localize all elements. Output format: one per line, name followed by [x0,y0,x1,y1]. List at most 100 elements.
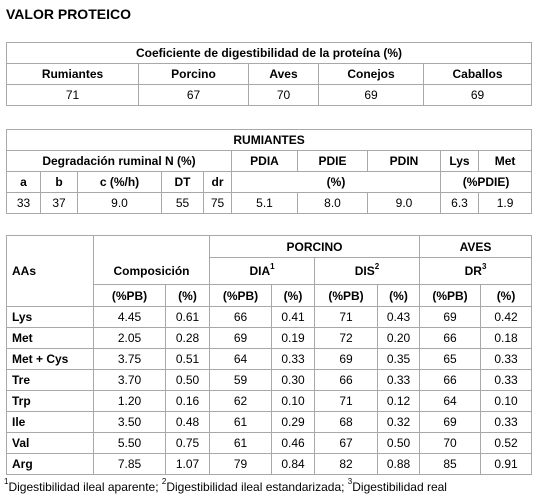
unit-pb: (%PB) [93,284,166,307]
sub-dt: DT [161,171,204,193]
aa-value: 0.29 [271,411,315,433]
aa-value: 70 [419,432,482,454]
value-met: 1.9 [477,192,533,214]
aa-value: 69 [419,411,482,433]
value-conejos: 69 [318,84,424,106]
aa-value: 0.19 [271,327,315,349]
aa-name: Val [6,432,94,454]
aa-name: Tre [6,369,94,391]
aa-value: 61 [209,432,272,454]
aa-value: 85 [419,453,482,475]
aa-value: 71 [314,306,378,328]
species-values-row: 71 67 70 69 69 [6,84,533,106]
aa-value: 0.84 [271,453,315,475]
rumiantes-subheader-row: a b c (%/h) DT dr (%) (%PDIE) [6,171,533,193]
blank-cell [93,235,210,258]
aa-value: 64 [419,390,482,412]
value-pdin: 9.0 [367,192,441,214]
aa-value: 66 [419,327,482,349]
table-row: Met + Cys 3.75 0.51 64 0.33 69 0.35 65 0.33 [6,348,533,370]
aa-value: 7.85 [93,453,166,475]
aa-name: Arg [6,453,94,475]
page-title: VALOR PROTEICO [6,6,131,22]
value-lys: 6.3 [440,192,479,214]
aa-value: 66 [419,369,482,391]
aa-value: 4.45 [93,306,166,328]
aa-value: 66 [314,369,378,391]
value-porcino: 67 [138,84,249,106]
aa-name: Lys [6,306,94,328]
aa-name: Trp [6,390,94,412]
aa-value: 0.33 [376,369,421,391]
aa-value: 0.48 [165,411,210,433]
value-c: 9.0 [77,192,162,214]
aa-value: 0.33 [480,369,533,391]
unit-pct: (%) [480,284,533,307]
aa-value: 69 [209,327,272,349]
aa-name: Ile [6,411,94,433]
rumiantes-header-row: Degradación ruminal N (%) PDIA PDIE PDIN… [6,150,533,172]
table-row: Tre 3.70 0.50 59 0.30 66 0.33 66 0.33 [6,369,533,391]
aa-name: Met [6,327,94,349]
aa-value: 61 [209,411,272,433]
digestibility-header: Coeficiente de digestibilidad de la prot… [5,42,533,64]
aa-name: Met + Cys [6,348,94,370]
aa-value: 0.51 [165,348,210,370]
unit-pb: (%PB) [419,284,482,307]
aa-value: 72 [314,327,378,349]
aa-value: 0.42 [480,306,533,328]
rumiantes-header: RUMIANTES [5,129,533,151]
aa-value: 0.61 [165,306,210,328]
group-aves: AVES [419,235,533,258]
aa-value: 3.75 [93,348,166,370]
aa-value: 5.50 [93,432,166,454]
unit-pct: (%) [271,284,315,307]
col-lys: Lys [440,150,479,172]
aa-value: 0.88 [376,453,421,475]
aa-value: 79 [209,453,272,475]
col-pdin: PDIN [367,150,441,172]
col-caballos: Caballos [422,63,533,85]
aa-value: 0.10 [480,390,533,412]
sub-b: b [40,171,78,193]
aa-value: 0.33 [271,348,315,370]
table-row: Arg 7.85 1.07 79 0.84 82 0.88 85 0.91 [6,453,533,475]
col-dr: DR3 [419,257,533,285]
species-header-row: Rumiantes Porcino Aves Conejos Caballos [6,63,533,85]
aa-value: 0.33 [480,348,533,370]
aa-value: 3.70 [93,369,166,391]
value-aves: 70 [248,84,319,106]
value-dt: 55 [161,192,204,214]
aa-value: 0.16 [165,390,210,412]
col-dis: DIS2 [313,257,421,285]
col-porcino: Porcino [138,63,249,85]
rumiantes-values-row: 33 37 9.0 55 75 5.1 8.0 9.0 6.3 1.9 [6,192,533,214]
rumiantes-table: RUMIANTES Degradación ruminal N (%) PDIA… [5,129,533,214]
col-aas: AAs [6,235,94,307]
aa-value: 1.07 [165,453,210,475]
aa-value: 59 [209,369,272,391]
table-row: Trp 1.20 0.16 62 0.10 71 0.12 64 0.10 [6,390,533,412]
aa-header-row: Composición DIA1 DIS2 DR3 [7,257,533,285]
aa-unit-row: (%PB) (%) (%PB) (%) (%PB) (%) (%PB) (%) [7,284,533,307]
aa-value: 0.75 [165,432,210,454]
col-rumiantes: Rumiantes [6,63,139,85]
value-dr: 75 [203,192,232,214]
aa-value: 0.41 [271,306,315,328]
value-a: 33 [6,192,41,214]
col-dia: DIA1 [209,257,315,285]
value-b: 37 [40,192,78,214]
aa-value: 64 [209,348,272,370]
value-rumiantes: 71 [6,84,139,106]
aa-value: 0.50 [376,432,421,454]
aa-rows: Lys 4.45 0.61 66 0.41 71 0.43 69 0.42 Met 2.05 0.28… [6,306,533,475]
aa-value: 67 [314,432,378,454]
aa-value: 65 [419,348,482,370]
aa-value: 3.50 [93,411,166,433]
aa-value: 0.91 [480,453,533,475]
aa-value: 66 [209,306,272,328]
col-pdia: PDIA [231,150,298,172]
aa-value: 0.43 [376,306,421,328]
aa-value: 0.50 [165,369,210,391]
aa-value: 0.46 [271,432,315,454]
